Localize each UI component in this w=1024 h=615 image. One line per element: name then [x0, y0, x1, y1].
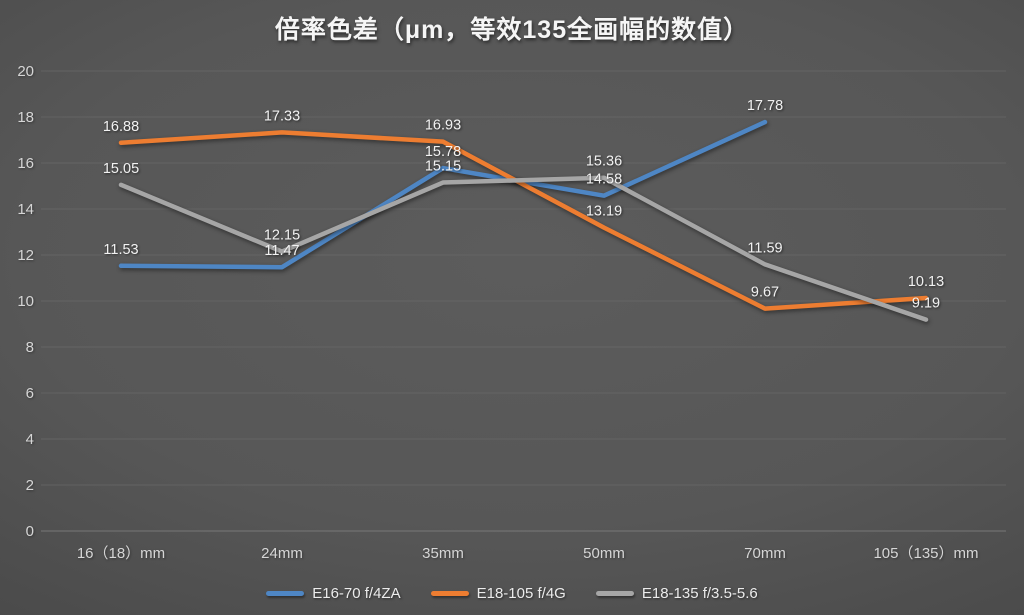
y-tick-label: 20: [17, 63, 34, 80]
data-label: 9.67: [751, 285, 779, 301]
data-label: 14.58: [586, 172, 622, 188]
y-tick-label: 8: [26, 339, 34, 356]
legend-item-e18-105: E18-105 f/4G: [430, 585, 566, 602]
y-tick-label: 2: [26, 477, 34, 494]
data-label: 17.78: [747, 98, 783, 114]
legend-label: E18-135 f/3.5-5.6: [641, 585, 758, 602]
x-tick-label: 16（18）mm: [77, 545, 165, 562]
y-tick-label: 16: [17, 155, 34, 172]
legend-marker-e18-135: [595, 591, 634, 596]
data-label: 16.93: [425, 118, 461, 134]
legend-item-e16-70: E16-70 f/4ZA: [266, 585, 401, 602]
data-label: 9.19: [912, 296, 940, 312]
data-label: 15.36: [586, 154, 622, 170]
x-tick-label: 70mm: [744, 545, 786, 562]
data-label: 11.47: [264, 243, 299, 259]
x-tick-label: 105（135）mm: [873, 545, 978, 562]
data-label: 16.88: [103, 119, 139, 135]
data-label: 11.59: [747, 240, 782, 256]
y-tick-label: 12: [17, 247, 34, 264]
x-tick-label: 35mm: [422, 545, 464, 562]
y-tick-label: 10: [17, 293, 34, 310]
data-label: 13.19: [586, 204, 622, 220]
legend-marker-e16-70: [266, 591, 305, 596]
data-label: 15.78: [425, 144, 461, 160]
data-label: 11.53: [103, 242, 138, 258]
y-tick-label: 14: [17, 201, 34, 218]
series-line-1: [118, 130, 929, 311]
data-label: 15.15: [425, 159, 461, 175]
y-tick-label: 18: [17, 109, 34, 126]
x-tick-label: 50mm: [583, 545, 625, 562]
chart-title: 倍率色差（μm，等效135全画幅的数值）: [274, 16, 750, 44]
data-label: 10.13: [908, 274, 944, 290]
legend-item-e18-135: E18-135 f/3.5-5.6: [595, 585, 758, 602]
legend-label: E18-105 f/4G: [476, 585, 566, 602]
series-line-0: [118, 119, 768, 270]
legend-label: E16-70 f/4ZA: [312, 585, 401, 602]
y-tick-label: 4: [26, 431, 34, 448]
series-line-2: [118, 175, 929, 322]
legend-marker-e18-105: [430, 591, 469, 596]
y-tick-label: 0: [26, 523, 34, 540]
legend: E16-70 f/4ZA E18-105 f/4G E18-135 f/3.5-…: [0, 585, 1024, 602]
x-tick-label: 24mm: [261, 545, 303, 562]
y-tick-label: 6: [26, 385, 34, 402]
data-label: 15.05: [103, 161, 139, 177]
data-label: 12.15: [264, 228, 300, 244]
data-label: 17.33: [264, 108, 300, 124]
